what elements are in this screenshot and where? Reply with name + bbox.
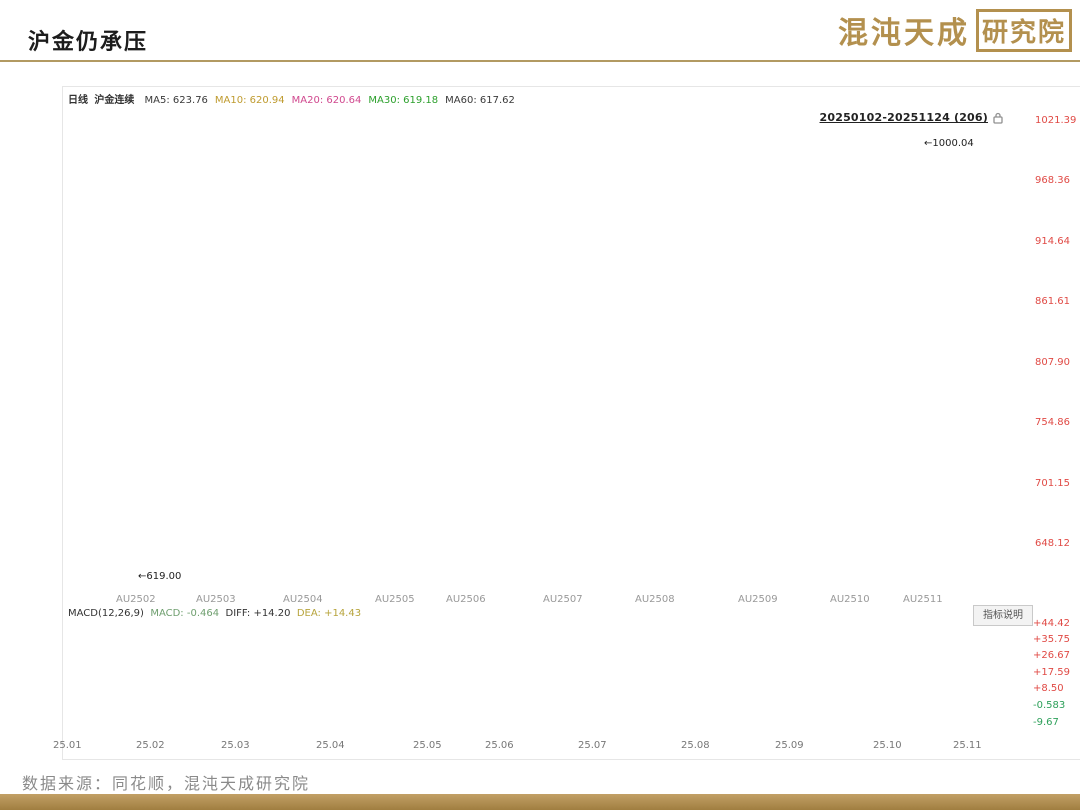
ma-legend-item: MA60: 617.62: [445, 95, 515, 106]
logo-suffix-text: 研究院: [981, 17, 1066, 48]
price-annotation: ←1000.04: [924, 138, 974, 149]
contract-label: AU2505: [375, 594, 415, 605]
bottom-gold-bar: [0, 794, 1080, 810]
month-label: 25.02: [136, 740, 165, 751]
dea-value: DEA: +14.43: [296, 608, 362, 619]
price-tick: 1021.39: [1035, 114, 1077, 126]
chart-frame: [62, 86, 1080, 760]
logo-box: 研究院: [975, 8, 1072, 52]
indicator-help-button[interactable]: 指标说明: [973, 605, 1033, 626]
title-rule: [0, 60, 1080, 62]
contract-label: AU2506: [446, 594, 486, 605]
price-annotation: ←619.00: [138, 571, 182, 582]
month-label: 25.03: [221, 740, 250, 751]
page-title: 沪金仍承压: [28, 29, 149, 55]
macd-value: MACD: -0.464: [150, 608, 220, 619]
instrument-label[interactable]: 沪金连续: [94, 95, 135, 106]
price-tick: 648.12: [1035, 538, 1070, 550]
month-label: 25.11: [953, 740, 982, 751]
chart-header: 日线 沪金连续 MA5: 623.76 MA10: 620.94 MA20: 620…: [68, 91, 515, 106]
month-label: 25.05: [413, 740, 442, 751]
price-tick: 807.90: [1035, 356, 1070, 368]
price-tick: 914.64: [1035, 235, 1070, 247]
contract-label: AU2504: [283, 594, 323, 605]
macd-tick: +17.59: [1033, 666, 1071, 678]
macd-tick: -9.67: [1033, 716, 1059, 728]
logo-brand-text: 混沌天成: [837, 16, 970, 51]
macd-tick: -0.583: [1033, 700, 1066, 712]
month-label: 25.01: [53, 740, 82, 751]
month-label: 25.06: [485, 740, 514, 751]
date-range-label[interactable]: 20250102-20251124 (206): [819, 111, 988, 124]
macd-tick: +35.75: [1033, 633, 1071, 645]
contract-label: AU2503: [196, 594, 236, 605]
contract-label: AU2508: [635, 594, 675, 605]
price-tick: 968.36: [1035, 174, 1070, 186]
month-label: 25.07: [578, 740, 607, 751]
data-source-note: 数据来源：同花顺，混沌天成研究院: [22, 774, 311, 793]
macd-tick: +8.50: [1033, 683, 1064, 695]
month-label: 25.04: [316, 740, 345, 751]
month-label: 25.09: [775, 740, 804, 751]
macd-header: MACD(12,26,9) MACD: -0.464 DIFF: +14.20 …: [68, 608, 361, 619]
price-tick: 701.15: [1035, 477, 1070, 489]
contract-label: AU2511: [903, 594, 943, 605]
price-tick: 754.86: [1035, 417, 1070, 428]
contract-label: AU2510: [830, 594, 870, 605]
macd-tick: +44.42: [1033, 617, 1071, 629]
price-tick: 861.61: [1035, 295, 1070, 307]
diff-value: DIFF: +14.20: [225, 608, 291, 619]
period-label[interactable]: 日线: [68, 95, 88, 106]
month-label: 25.10: [873, 740, 902, 751]
contract-label: AU2502: [116, 594, 156, 605]
ma-legend-item: MA30: 619.18: [368, 95, 439, 106]
ma-legend-item: MA20: 620.64: [291, 95, 362, 106]
ma-legend: MA5: 623.76 MA10: 620.94 MA20: 620.64 MA30:…: [138, 95, 515, 106]
macd-title: MACD(12,26,9): [68, 608, 144, 619]
macd-tick: +26.67: [1033, 650, 1071, 662]
ma-legend-item: MA5: 623.76: [144, 95, 208, 106]
contract-label: AU2509: [738, 594, 778, 605]
ma-legend-item: MA10: 620.94: [214, 95, 285, 106]
lock-icon[interactable]: [992, 112, 1004, 124]
month-label: 25.08: [681, 740, 710, 751]
contract-label: AU2507: [543, 594, 583, 605]
company-logo: 混沌天成 研究院: [838, 8, 1072, 52]
